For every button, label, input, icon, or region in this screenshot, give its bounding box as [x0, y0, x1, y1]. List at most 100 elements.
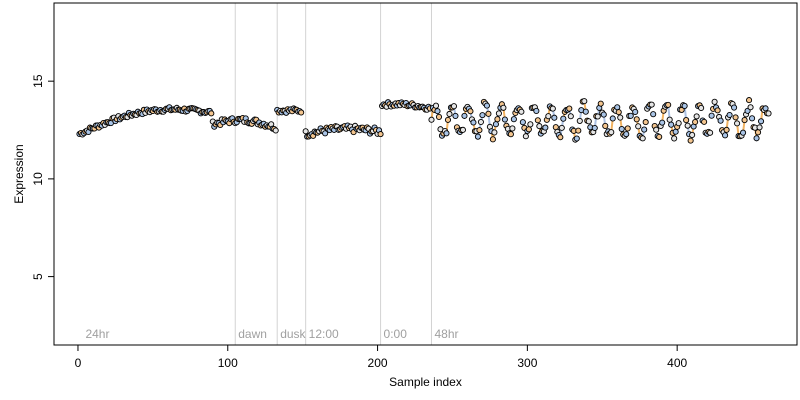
data-point [597, 100, 604, 107]
data-point [479, 112, 486, 119]
data-point [443, 130, 450, 137]
data-point [567, 113, 574, 120]
series-group [76, 97, 772, 144]
x-tick-label: 0 [75, 356, 82, 370]
data-point [623, 131, 630, 138]
y-tick-label: 10 [31, 172, 45, 186]
data-point [377, 131, 384, 138]
annotation-dusk: dusk [280, 327, 306, 341]
data-point [671, 135, 678, 142]
data-point [701, 118, 708, 125]
data-point [602, 122, 609, 129]
data-point [495, 110, 502, 117]
data-point [665, 101, 672, 108]
data-point [507, 131, 514, 138]
data-point [208, 110, 215, 117]
y-axis: 5 10 15 [31, 74, 55, 280]
data-point [557, 134, 564, 141]
y-axis-title: Expression [12, 144, 26, 203]
data-point [549, 105, 556, 112]
data-point [614, 104, 621, 111]
data-point [501, 116, 508, 123]
data-point [648, 101, 655, 108]
data-point [542, 124, 549, 131]
data-point [491, 129, 498, 136]
data-point [681, 102, 688, 109]
data-point [608, 129, 615, 136]
data-point [755, 129, 762, 136]
data-point [474, 133, 481, 140]
data-point [668, 121, 675, 128]
x-tick-label: 300 [517, 356, 537, 370]
data-point [707, 129, 714, 136]
data-point [765, 110, 772, 117]
data-point [527, 121, 534, 128]
data-point [446, 110, 453, 118]
data-point [635, 123, 642, 130]
data-point [756, 124, 763, 131]
annotation-dawn: dawn [238, 327, 267, 341]
data-point [693, 113, 700, 120]
data-point [452, 112, 459, 119]
data-point [740, 129, 747, 136]
data-point [519, 119, 526, 126]
data-point [459, 126, 466, 133]
data-point [518, 108, 525, 115]
data-point [753, 135, 760, 142]
data-point [757, 118, 765, 125]
data-point [489, 136, 496, 143]
data-point [659, 119, 666, 126]
data-point [510, 116, 517, 123]
annotation-48hr: 48hr [434, 327, 458, 341]
data-point [576, 117, 583, 124]
data-point [741, 117, 748, 124]
data-point [600, 111, 607, 118]
data-point [434, 108, 441, 115]
data-point [485, 110, 492, 117]
divider-annotations: 24hr dawn dusk 12:00 0:00 48hr [85, 327, 458, 341]
data-point [746, 97, 753, 104]
data-point [609, 115, 616, 122]
data-point [717, 117, 724, 124]
annotation-000: 0:00 [384, 327, 408, 341]
x-tick-label: 200 [368, 356, 388, 370]
x-tick-label: 400 [667, 356, 687, 370]
data-point [749, 115, 756, 122]
data-point [711, 98, 718, 105]
data-point [492, 121, 499, 128]
data-point [672, 128, 679, 135]
data-point [298, 109, 305, 116]
data-point [650, 111, 657, 118]
data-point [633, 116, 640, 123]
data-point [560, 115, 567, 122]
data-point [726, 111, 733, 119]
data-point [558, 124, 565, 131]
data-point [666, 116, 673, 123]
data-point [467, 108, 474, 115]
data-point [641, 126, 648, 133]
x-axis: 0 100 200 300 400 [75, 344, 687, 370]
data-point [684, 122, 691, 129]
data-point [272, 127, 279, 134]
data-point [533, 107, 540, 114]
data-point [582, 108, 589, 115]
divider-lines [234, 3, 432, 345]
annotation-1200: 12:00 [309, 327, 339, 341]
data-point [698, 104, 705, 112]
data-point [461, 112, 468, 119]
plot-frame [53, 2, 798, 346]
data-point [687, 137, 694, 144]
data-point [615, 109, 622, 116]
y-tick-label: 5 [31, 273, 45, 280]
data-point [642, 119, 649, 126]
data-point [591, 124, 598, 132]
data-point [708, 112, 715, 119]
data-point [509, 125, 516, 132]
data-point [435, 113, 443, 120]
data-point [627, 112, 634, 119]
data-point [689, 131, 696, 139]
data-point [618, 125, 625, 133]
data-point [714, 107, 721, 114]
data-point [731, 104, 738, 111]
